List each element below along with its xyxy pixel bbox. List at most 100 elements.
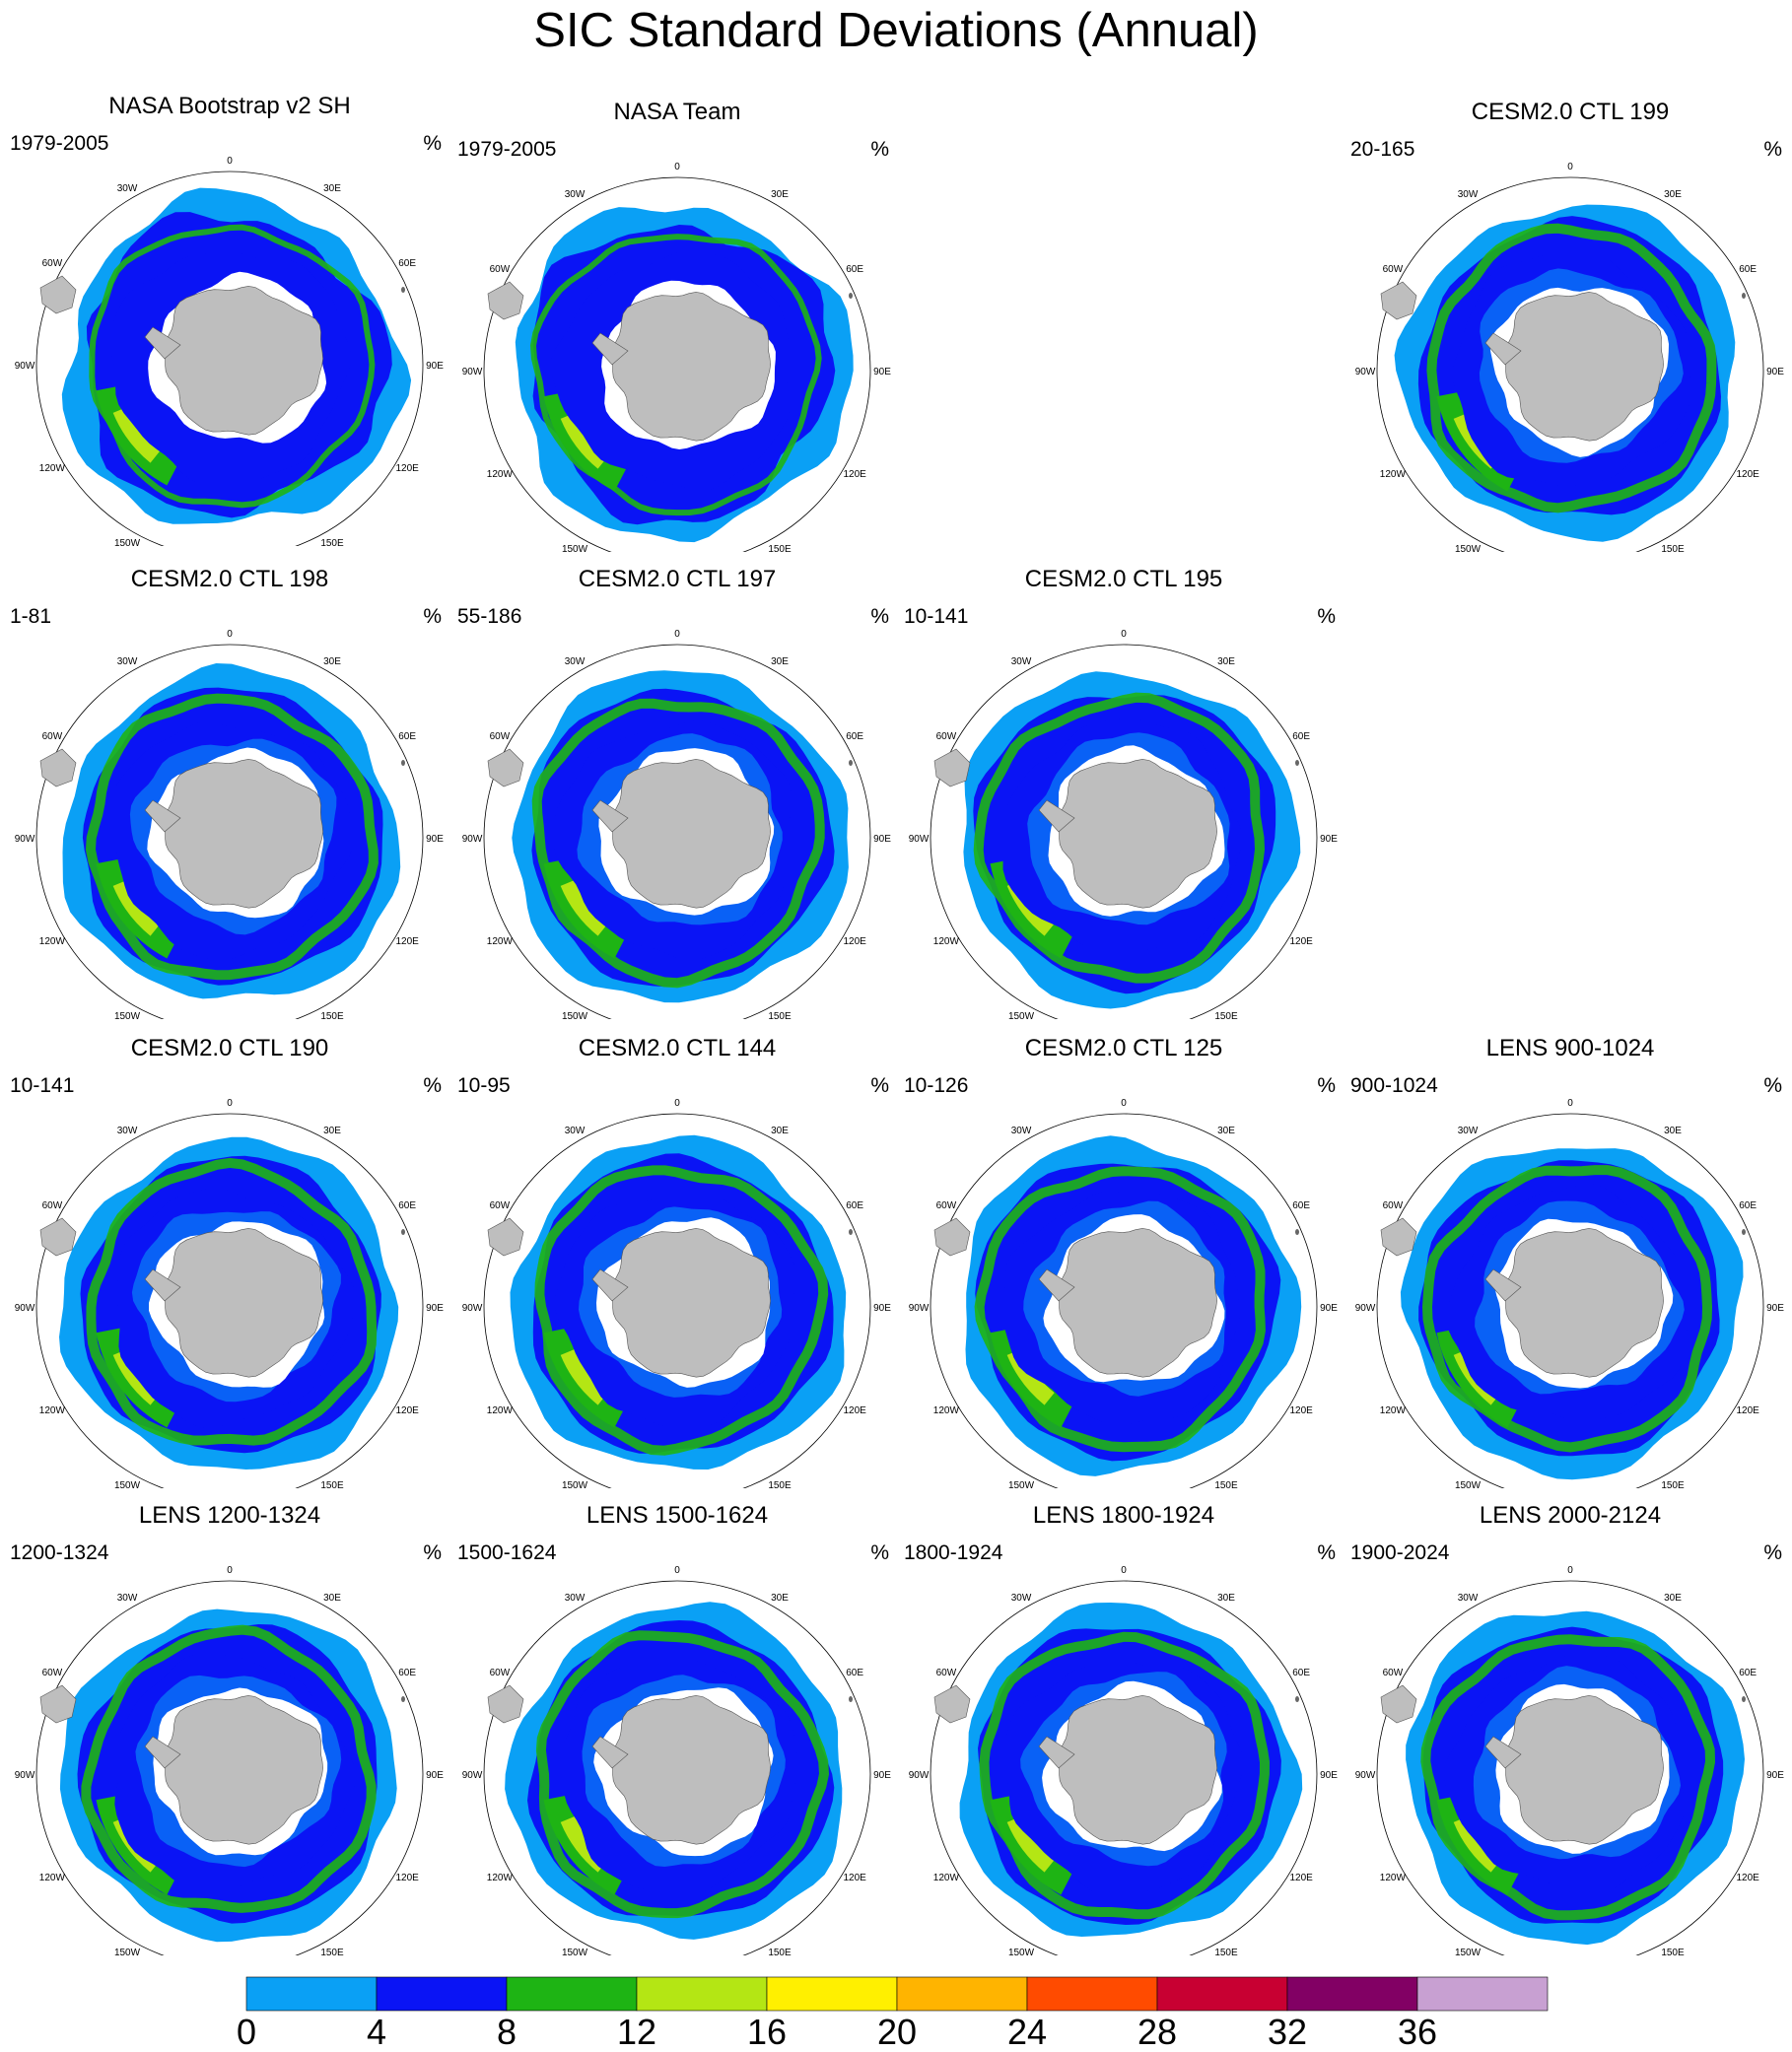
kerguelen-island [1742,293,1746,299]
longitude-label: 150E [320,1948,344,1955]
longitude-label: 0 [674,1098,680,1109]
polar-map: 030E60E90E120E150E180150W120W90W60W30W [462,629,891,1019]
map-panel: CESM2.0 CTL 144 10-95 % 0 30E 60E 90E 120E 15… [453,1035,901,1488]
colorbar-tick-label: 16 [747,2012,787,2052]
sic-band-8-12 [86,1157,378,1446]
longitude-label: 0 [1121,1098,1127,1109]
longitude-label: 150E [320,1011,344,1019]
longitude-label: 60W [490,731,511,742]
kerguelen-island [849,760,853,766]
longitude-label: 30W [117,656,138,667]
longitude-label: 30W [117,1593,138,1604]
longitude-label: 60W [42,1668,63,1678]
antarctica-land [165,759,323,909]
panel-unit: % [423,605,442,628]
map-panel: CESM2.0 CTL 199 20-165 % 0 30E 60E 90E 120E 1… [1346,99,1792,552]
colorbar-swatch [1026,1976,1158,2012]
longitude-label: 150E [320,1480,344,1488]
polar-map: 030E60E90E120E150E180150W120W90W60W30W [15,1565,444,1955]
longitude-label: 90E [426,1303,444,1314]
longitude-label: 30E [771,189,789,200]
panel-title: CESM2.0 CTL 190 [130,1035,329,1061]
longitude-label: 120E [395,463,419,474]
longitude-label: 60W [490,1668,511,1678]
antarctica-land [1505,292,1664,442]
sic-band-8-12 [1421,1165,1713,1453]
longitude-label: 120E [1289,936,1313,947]
panel-title: CESM2.0 CTL 195 [1024,566,1223,592]
longitude-label: 120W [487,469,514,480]
longitude-label: 120W [487,1405,514,1416]
longitude-label: 30E [323,1593,341,1604]
longitude-label: 30W [1011,656,1032,667]
panel-title: LENS 1800-1924 [1032,1502,1215,1529]
longitude-label: 90E [873,1770,891,1781]
panel-unit: % [1763,1541,1782,1564]
antarctic-peninsula [1038,1268,1075,1302]
longitude-label: 120E [1736,1405,1759,1416]
map-panel: NASA Bootstrap v2 SH 1979-2005 % 0 30E 60E… [6,93,453,546]
longitude-label: 120W [39,936,66,947]
longitude-label: 60E [846,1200,863,1211]
longitude-label: 150W [562,544,588,552]
polar-map: 030E60E90E120E150E180150W120W90W60W30W [15,1098,444,1488]
longitude-label: 90E [1320,834,1338,845]
south-america-tip [933,1684,971,1724]
longitude-label: 120E [1736,1873,1759,1883]
kerguelen-island [401,760,405,766]
longitude-label: 90W [15,1303,35,1314]
panel-unit: % [423,1541,442,1564]
longitude-label: 30W [565,1126,586,1136]
longitude-label: 90W [909,1770,930,1781]
longitude-label: 90E [426,1770,444,1781]
longitude-label: 60W [42,731,63,742]
antarctic-peninsula [591,799,629,833]
antarctic-peninsula [1484,332,1522,366]
south-america-tip [487,1217,524,1257]
panel-period: 20-165 [1350,138,1415,161]
longitude-label: 120E [843,1405,866,1416]
panel-period: 10-141 [10,1074,75,1097]
longitude-label: 90W [909,1303,930,1314]
longitude-label: 150W [114,538,141,546]
colorbar-swatch [376,1976,508,2012]
longitude-label: 60E [846,1668,863,1678]
longitude-label: 30E [1664,189,1682,200]
polar-map: 030E60E90E120E150E180150W120W90W60W30W [462,162,891,552]
longitude-label: 30W [117,1126,138,1136]
longitude-label: 150E [1661,1480,1685,1488]
panel-period: 1-81 [10,605,52,628]
south-america-tip [487,1684,524,1724]
colorbar-swatch [1416,1976,1549,2012]
longitude-label: 150E [768,544,792,552]
antarctica-land [612,759,771,909]
longitude-label: 60E [1739,1200,1757,1211]
longitude-label: 30W [1458,1593,1479,1604]
colorbar-tick-label: 36 [1398,2012,1437,2052]
map-panel: CESM2.0 CTL 198 1-81 % 0 30E 60E 90E 120E 150… [6,566,453,1019]
kerguelen-island [849,293,853,299]
longitude-label: 60E [846,731,863,742]
longitude-label: 90W [462,1303,483,1314]
longitude-label: 90W [909,834,930,845]
map-panel: CESM2.0 CTL 195 10-141 % 0 30E 60E 90E 120E 1… [900,566,1347,1019]
sic-band-8-12 [529,234,822,516]
longitude-label: 0 [1121,1565,1127,1576]
longitude-label: 30E [771,1126,789,1136]
polar-map: 030E60E90E120E150E180150W120W90W60W30W [462,1565,891,1955]
longitude-label: 120W [39,1873,66,1883]
longitude-label: 60E [1739,1668,1757,1678]
longitude-label: 0 [1567,162,1573,172]
polar-map: 030E60E90E120E150E180150W120W90W60W30W [15,629,444,1019]
antarctica-land [165,1695,323,1845]
longitude-label: 150W [1455,1948,1482,1955]
sic-band-12-16 [560,879,608,936]
map-panel: LENS 900-1024 900-1024 % 0 30E 60E 90E 120E 1… [1346,1035,1792,1488]
sic-band-12-16 [1006,1815,1055,1873]
antarctica-land [1059,759,1217,909]
panel-title: CESM2.0 CTL 144 [578,1035,777,1061]
colorbar-swatch [636,1976,768,2012]
panel-title: LENS 900-1024 [1485,1035,1655,1061]
longitude-label: 30W [565,189,586,200]
kerguelen-island [401,1229,405,1235]
